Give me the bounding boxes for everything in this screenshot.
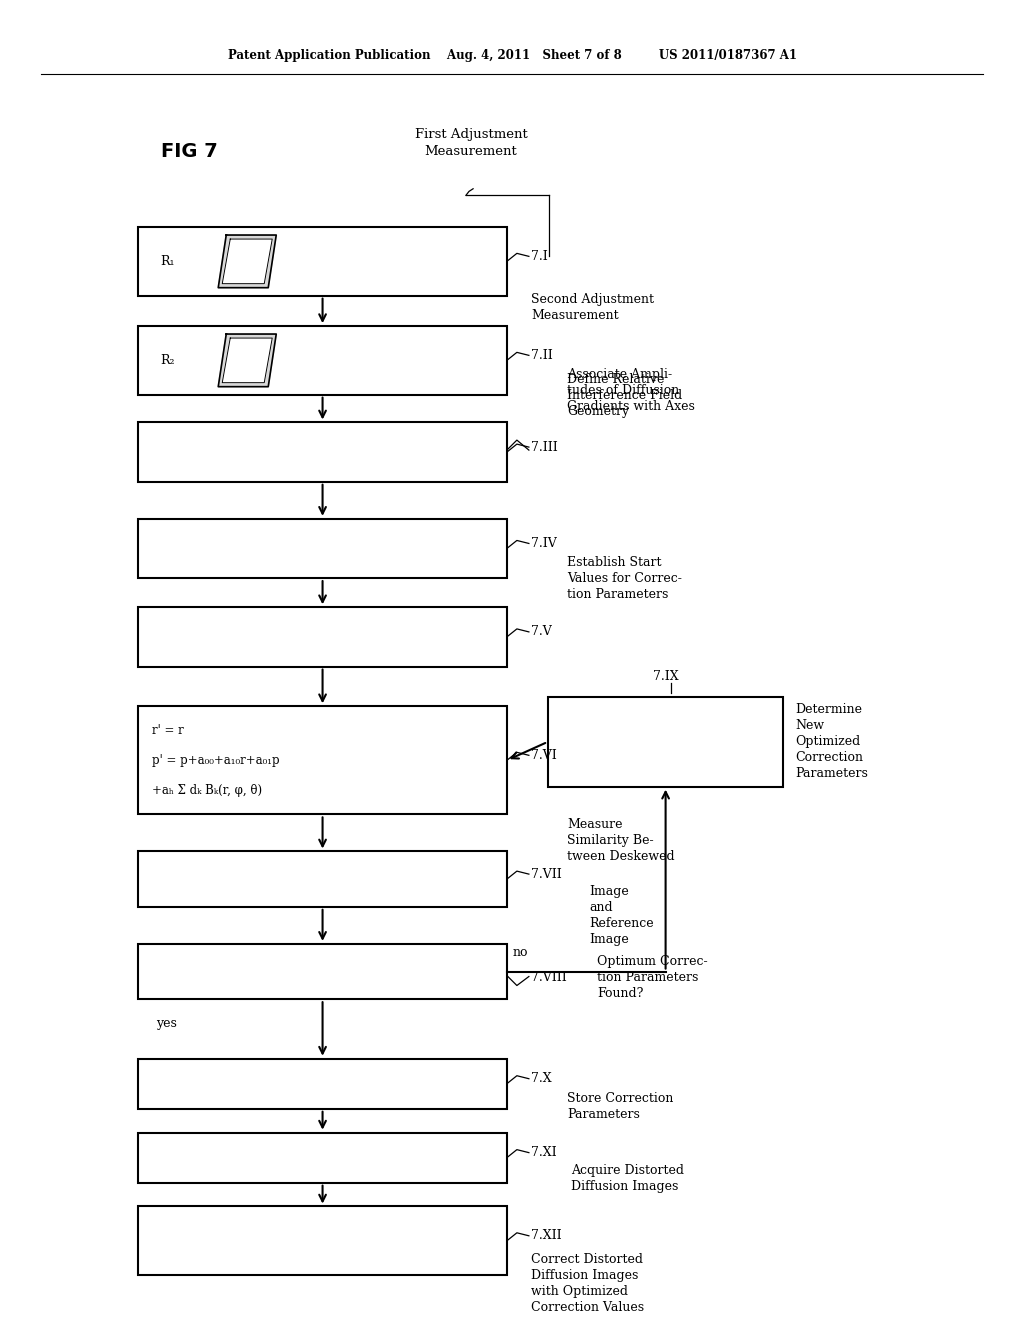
Polygon shape bbox=[138, 944, 507, 999]
Text: First Adjustment
Measurement: First Adjustment Measurement bbox=[415, 128, 527, 157]
Text: 7.XI: 7.XI bbox=[530, 1146, 556, 1159]
Text: +aₕ Σ dₖ Bₖ(r, φ, θ): +aₕ Σ dₖ Bₖ(r, φ, θ) bbox=[153, 784, 262, 797]
Text: Define Relative
Interference Field
Geometry: Define Relative Interference Field Geome… bbox=[567, 374, 682, 418]
Text: Establish Start
Values for Correc-
tion Parameters: Establish Start Values for Correc- tion … bbox=[567, 557, 682, 602]
Text: FIG 7: FIG 7 bbox=[161, 143, 218, 161]
Polygon shape bbox=[218, 334, 276, 387]
Text: R₂: R₂ bbox=[160, 354, 175, 367]
Text: r' = r: r' = r bbox=[153, 723, 184, 737]
Text: yes: yes bbox=[157, 1018, 177, 1030]
Text: 7.XII: 7.XII bbox=[530, 1229, 561, 1242]
Polygon shape bbox=[138, 706, 507, 814]
Text: Optimum Correc-
tion Parameters
Found?: Optimum Correc- tion Parameters Found? bbox=[597, 956, 708, 1001]
Text: 7.IV: 7.IV bbox=[530, 537, 557, 550]
Polygon shape bbox=[222, 239, 272, 284]
Text: 7.IX: 7.IX bbox=[652, 671, 679, 682]
Text: R₁: R₁ bbox=[160, 255, 175, 268]
Polygon shape bbox=[548, 697, 783, 787]
Text: Acquire Distorted
Diffusion Images: Acquire Distorted Diffusion Images bbox=[571, 1164, 684, 1193]
Polygon shape bbox=[138, 422, 507, 482]
Text: p' = p+a₀₀+a₁₀r+a₀₁p: p' = p+a₀₀+a₁₀r+a₀₁p bbox=[153, 754, 280, 767]
Text: 7.V: 7.V bbox=[530, 626, 552, 639]
Polygon shape bbox=[222, 338, 272, 383]
Text: 7.X: 7.X bbox=[530, 1072, 552, 1085]
Text: 7.VII: 7.VII bbox=[530, 867, 561, 880]
Text: Image
and
Reference
Image: Image and Reference Image bbox=[589, 886, 653, 946]
Polygon shape bbox=[138, 326, 507, 395]
Text: no: no bbox=[513, 946, 528, 958]
Text: Second Adjustment
Measurement: Second Adjustment Measurement bbox=[530, 293, 654, 322]
Text: 7.VIII: 7.VIII bbox=[530, 972, 566, 983]
Text: Determine
New
Optimized
Correction
Parameters: Determine New Optimized Correction Param… bbox=[796, 704, 868, 780]
Text: Measure
Similarity Be-
tween Deskewed: Measure Similarity Be- tween Deskewed bbox=[567, 818, 675, 863]
Polygon shape bbox=[138, 607, 507, 667]
Polygon shape bbox=[138, 1206, 507, 1275]
Polygon shape bbox=[218, 235, 276, 288]
Polygon shape bbox=[138, 519, 507, 578]
Text: 7.II: 7.II bbox=[530, 348, 553, 362]
Text: Store Correction
Parameters: Store Correction Parameters bbox=[567, 1092, 673, 1121]
Text: 7.I: 7.I bbox=[530, 249, 548, 263]
Text: Associate Ampli-
tudes of Diffusion
Gradients with Axes: Associate Ampli- tudes of Diffusion Grad… bbox=[567, 368, 694, 413]
Polygon shape bbox=[138, 1059, 507, 1109]
Polygon shape bbox=[138, 227, 507, 296]
Text: Patent Application Publication    Aug. 4, 2011   Sheet 7 of 8         US 2011/01: Patent Application Publication Aug. 4, 2… bbox=[227, 49, 797, 62]
Polygon shape bbox=[138, 851, 507, 907]
Text: Correct Distorted
Diffusion Images
with Optimized
Correction Values: Correct Distorted Diffusion Images with … bbox=[530, 1253, 644, 1313]
Text: 7.VI: 7.VI bbox=[530, 748, 557, 762]
Text: 7.III: 7.III bbox=[530, 441, 558, 454]
Polygon shape bbox=[138, 1133, 507, 1183]
